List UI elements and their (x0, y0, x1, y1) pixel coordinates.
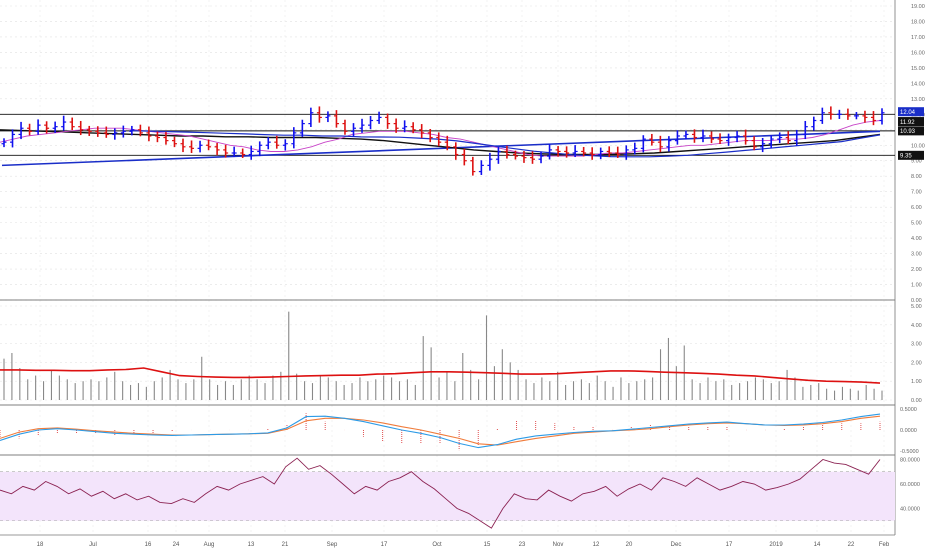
x-axis-tick: 14 (814, 542, 821, 548)
price-axis-tick: 4.00 (911, 236, 922, 242)
price-label-box (898, 150, 924, 160)
x-axis-tick: 17 (726, 542, 733, 548)
price-axis-tick: 1.00 (911, 283, 922, 289)
volume-axis-tick: 0.00 (911, 398, 922, 404)
rsi-axis-tick: 60.0000 (900, 482, 920, 488)
price-label-text: 9.35 (900, 154, 912, 160)
macd-axis-tick: -0.5000 (900, 449, 919, 455)
price-axis-tick: 5.00 (911, 221, 922, 227)
x-axis-tick: Nov (553, 542, 564, 548)
x-axis-tick: 21 (282, 542, 289, 548)
price-axis-tick: 0.00 (911, 298, 922, 304)
x-axis-tick: 20 (626, 542, 633, 548)
price-axis-tick: 8.00 (911, 174, 922, 180)
price-axis-tick: 19.00 (911, 4, 925, 10)
rsi-line (0, 457, 881, 529)
x-axis-tick: 18 (37, 542, 44, 548)
price-label-text: 10.93 (900, 129, 916, 135)
price-axis-tick: 14.00 (911, 81, 925, 87)
price-label-box (898, 126, 924, 136)
price-label-text: 11.92 (900, 120, 915, 126)
macd-line (0, 413, 881, 449)
x-axis-tick: Jul (89, 542, 97, 548)
x-axis-tick: Feb (879, 542, 890, 548)
volume-axis-tick: 2.00 (911, 360, 922, 366)
x-axis-tick: 16 (145, 542, 152, 548)
ma-blue-line (129, 130, 881, 158)
price-axis-tick: 7.00 (911, 190, 922, 196)
price-axis-tick: 18.00 (911, 19, 925, 25)
price-axis-tick: 13.00 (911, 97, 925, 103)
x-axis-tick: 15 (484, 542, 491, 548)
price-axis-tick: 6.00 (911, 205, 922, 211)
x-axis-tick: 17 (381, 542, 388, 548)
x-axis-tick: Oct (432, 542, 442, 548)
ma-long-line (0, 129, 881, 156)
x-axis-tick: 2019 (769, 542, 783, 548)
volume-average-line (0, 367, 881, 384)
price-axis-tick: 2.00 (911, 267, 922, 273)
price-axis-tick: 16.00 (911, 50, 925, 56)
price-axis-tick: 9.00 (911, 159, 922, 165)
price-axis-tick: 3.00 (911, 252, 922, 258)
rsi-axis-tick: 40.0000 (900, 506, 920, 512)
price-label-box (898, 107, 924, 117)
volume-axis-tick: 3.00 (911, 342, 922, 348)
x-axis-tick: Sep (327, 542, 338, 548)
rsi-band (0, 471, 895, 521)
x-axis-tick: 22 (848, 542, 855, 548)
price-axis-tick: 17.00 (911, 35, 925, 41)
x-axis-tick: 12 (593, 542, 600, 548)
price-axis-tick: 10.00 (911, 143, 925, 149)
x-axis-tick: 13 (248, 542, 255, 548)
macd-axis-tick: 0.5000 (900, 407, 917, 413)
x-axis-tick: 24 (173, 542, 180, 548)
macd-axis-tick: 0.0000 (900, 428, 917, 434)
price-label-text: 12.04 (900, 110, 916, 116)
rsi-axis-tick: 80.0000 (900, 457, 920, 463)
trendline (1, 130, 881, 167)
price-label-box (898, 117, 924, 127)
volume-axis-tick: 1.00 (911, 379, 922, 385)
x-axis-tick: Dec (671, 542, 682, 548)
volume-axis-tick: 4.00 (911, 323, 922, 329)
x-axis-tick: Aug (204, 542, 215, 548)
volume-axis-tick: 5.00 (911, 304, 922, 310)
price-axis-tick: 15.00 (911, 66, 925, 72)
x-axis-tick: 23 (519, 542, 526, 548)
